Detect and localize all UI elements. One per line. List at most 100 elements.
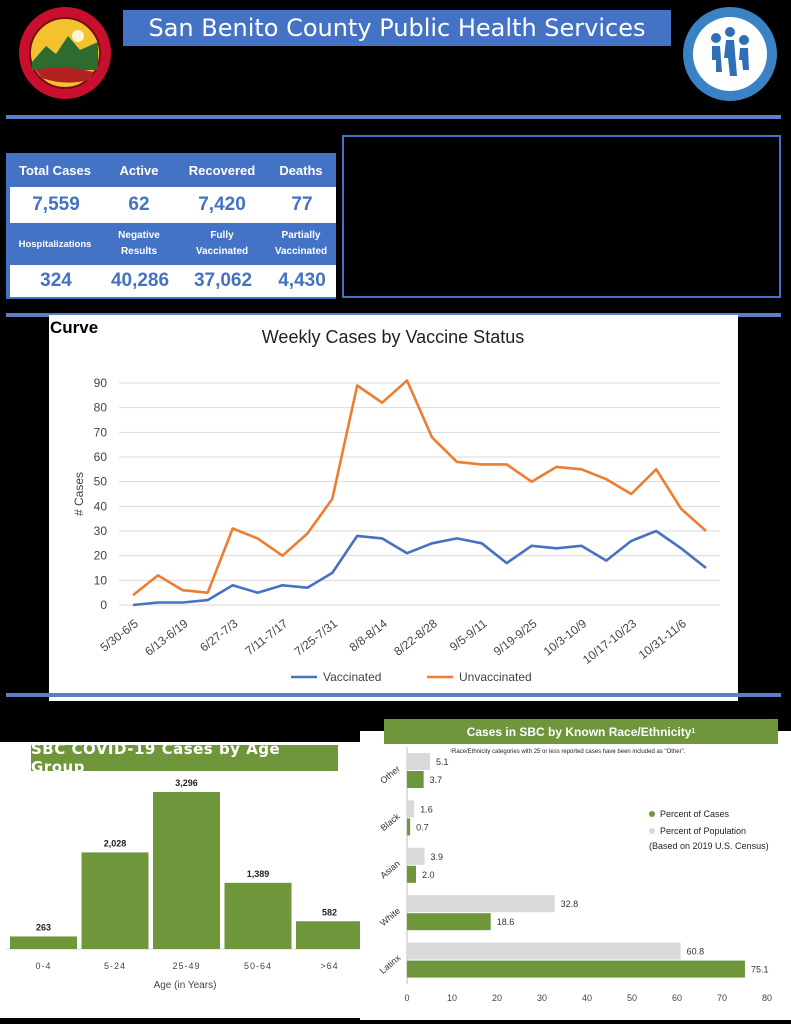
y-axis-label: # Cases [72,472,86,516]
age-bar-25-49 [153,792,220,949]
x-tick-label: 9/19-9/25 [491,616,540,658]
stat-label-hospitalizations: Hospitalizations [18,238,92,250]
age-chart-card: 263 0-4 2,028 5-24 3,296 25-49 1,389 50-64 582 >6… [0,742,370,1018]
x-tick-label: 9/5-9/11 [447,616,490,654]
race-bar-population-latinx [407,942,681,960]
age-value-label: 263 [36,922,51,932]
weekly-cases-chart: Weekly Cases by Vaccine Status 0 10 20 30 40 5… [72,327,720,684]
race-x-tick-label: 30 [537,993,547,1003]
age-bar-50-64 [224,882,292,949]
weekly-cases-chart-card: Weekly Cases by Vaccine Status 0 10 20 30 40 5… [49,315,738,701]
age-value-label: 582 [322,907,337,917]
age-bar-0-4 [10,936,77,949]
race-bar-cases-white [407,913,491,931]
race-cases-value-label: 0.7 [416,822,429,832]
stat-label-partially-vaccinated: Partially Vaccinated [268,225,334,263]
line-chart-title: Weekly Cases by Vaccine Status [262,327,524,347]
race-x-tick-label: 60 [672,993,682,1003]
stats-table: Total Cases Active Recovered Deaths 7,55… [6,153,336,299]
race-bar-population-white [407,895,555,913]
race-category-label: Asian [378,858,402,880]
race-legend-label-population: Percent of Population [660,826,746,836]
race-bar-cases-other [407,771,424,788]
race-x-tick-label: 50 [627,993,637,1003]
y-tick-label-70: 70 [94,425,108,439]
x-tick-label: 10/3-10/9 [541,616,590,658]
race-chart-card: ¹Race/Ethnicity categories with 25 or le… [360,731,791,1020]
y-tick-label-90: 90 [94,376,108,390]
race-population-value-label: 32.8 [561,899,579,909]
race-chart-title-text: Cases in SBC by Known Race/Ethnicity [466,724,692,739]
race-x-tick-label: 20 [492,993,502,1003]
series-line-unvaccinated [132,379,707,597]
race-bar-population-black [407,800,415,818]
race-x-tick-label: 80 [762,993,772,1003]
race-bar-cases-asian [407,865,416,883]
y-tick-label-80: 80 [94,401,108,415]
race-category-label: Other [378,764,402,786]
age-category-label: >64 [320,961,338,971]
race-cases-value-label: 3.7 [430,775,443,785]
race-legend-swatch-population [649,828,655,834]
age-group-chart: 263 0-4 2,028 5-24 3,296 25-49 1,389 50-64 582 >6… [6,778,366,991]
page-title: San Benito County Public Health Services [123,10,671,46]
stat-label-total-cases: Total Cases [18,162,91,178]
stat-label-negative-line1: Negative [118,230,160,241]
stat-value-negative-results: 40,286 [110,270,170,291]
race-bar-population-other [407,753,430,770]
race-footnote: ¹Race/Ethnicity categories with 25 or le… [450,749,686,755]
x-tick-label: 7/11-7/17 [242,616,290,658]
race-x-tick-label: 0 [404,993,409,1003]
race-x-tick-label: 10 [447,993,457,1003]
stat-value-total-cases: 7,559 [32,194,80,215]
y-tick-label-40: 40 [94,499,108,513]
stat-label-negative-line2: Results [120,246,158,257]
stat-value-fully-vaccinated: 37,062 [193,270,253,291]
race-population-value-label: 5.1 [436,757,449,767]
race-cases-value-label: 75.1 [751,965,769,975]
race-bar-population-asian [407,847,425,865]
stat-value-hospitalizations: 324 [40,270,72,291]
race-chart-title: Cases in SBC by Known Race/Ethnicity 1 [384,719,778,744]
y-tick-label-30: 30 [94,524,108,538]
empty-info-box [342,135,781,298]
race-bar-cases-latinx [407,960,745,978]
stat-label-fully-line1: Fully [210,230,234,241]
race-legend-note: (Based on 2019 U.S. Census) [649,841,769,851]
stat-label-deaths: Deaths [279,162,323,178]
x-tick-label: 6/27-7/3 [197,616,241,654]
age-value-label: 2,028 [104,838,127,848]
race-category-label: Black [378,811,402,833]
race-category-label: White [378,906,402,928]
x-tick-label: 10/17-10/23 [580,616,639,667]
x-tick-label: 5/30-6/5 [98,616,142,654]
stats-value-row-1: 7,559 62 7,420 77 [10,187,336,223]
x-tick-label: 10/31-11/6 [636,616,689,662]
race-legend-label-cases: Percent of Cases [660,809,730,819]
x-tick-label: 8/8-8/14 [347,616,391,654]
y-tick-label-10: 10 [94,573,108,587]
x-tick-label: 6/13-6/19 [142,616,191,658]
age-bar-5-24 [81,852,149,949]
x-tick-label: 8/22-8/28 [391,616,440,658]
curve-label: Curve [50,318,99,337]
age-value-label: 1,389 [247,869,270,879]
race-cases-value-label: 2.0 [422,870,435,880]
x-tick-label: 7/25-7/31 [292,616,341,658]
race-x-tick-label: 40 [582,993,592,1003]
race-bar-cases-black [407,818,411,836]
race-x-tick-label: 70 [717,993,727,1003]
age-category-label: 50-64 [244,961,272,971]
stat-label-negative-results: Negative Results [102,225,176,263]
county-seal [18,6,112,100]
public-health-logo [682,6,778,102]
stat-label-fully-vaccinated: Fully Vaccinated [176,225,268,263]
age-bar->64 [296,921,363,949]
stat-label-recovered: Recovered [188,162,256,178]
series-line-vaccinated [132,529,707,607]
stat-label-active: Active [119,162,159,178]
age-chart-title: SBC COVID-19 Cases by Age Group [31,740,338,776]
legend-label-unvaccinated: Unvaccinated [459,670,532,684]
age-x-axis-label: Age (in Years) [154,980,217,991]
race-legend-swatch-cases [649,811,655,817]
